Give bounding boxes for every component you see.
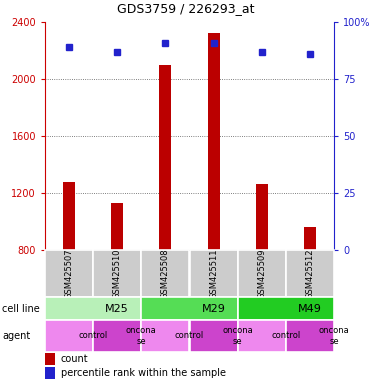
Text: M25: M25 — [105, 303, 129, 313]
Bar — [190, 250, 238, 297]
Bar — [238, 250, 286, 297]
Text: agent: agent — [2, 331, 30, 341]
Text: control: control — [79, 331, 108, 341]
Text: GSM425511: GSM425511 — [209, 248, 218, 299]
Bar — [45, 320, 93, 352]
Bar — [45, 353, 55, 364]
Bar — [141, 297, 238, 320]
Text: M29: M29 — [202, 303, 226, 313]
Bar — [286, 320, 334, 352]
Bar — [93, 250, 141, 297]
Text: control: control — [271, 331, 301, 341]
Text: oncona
se: oncona se — [126, 326, 157, 346]
Bar — [45, 297, 141, 320]
Text: GSM425508: GSM425508 — [161, 248, 170, 299]
Text: oncona
se: oncona se — [222, 326, 253, 346]
Bar — [190, 320, 238, 352]
Text: M49: M49 — [298, 303, 322, 313]
Bar — [141, 320, 190, 352]
Bar — [207, 33, 220, 250]
Bar — [111, 203, 123, 250]
Bar — [238, 320, 286, 352]
Bar — [238, 297, 334, 320]
Bar — [93, 320, 141, 352]
Text: GSM425509: GSM425509 — [257, 248, 266, 299]
Bar — [45, 367, 55, 379]
Text: oncona
se: oncona se — [319, 326, 349, 346]
Bar — [286, 250, 334, 297]
Bar — [141, 250, 190, 297]
Text: GSM425512: GSM425512 — [305, 248, 314, 299]
Bar — [160, 65, 171, 250]
Text: GSM425510: GSM425510 — [113, 248, 122, 299]
Text: percentile rank within the sample: percentile rank within the sample — [61, 368, 226, 378]
Text: GSM425507: GSM425507 — [65, 248, 73, 299]
Text: count: count — [61, 354, 89, 364]
Bar — [304, 227, 316, 250]
Text: cell line: cell line — [2, 303, 40, 313]
Text: control: control — [175, 331, 204, 341]
Text: GDS3759 / 226293_at: GDS3759 / 226293_at — [117, 2, 254, 15]
Bar — [256, 184, 268, 250]
Bar — [63, 182, 75, 250]
Bar — [45, 250, 93, 297]
